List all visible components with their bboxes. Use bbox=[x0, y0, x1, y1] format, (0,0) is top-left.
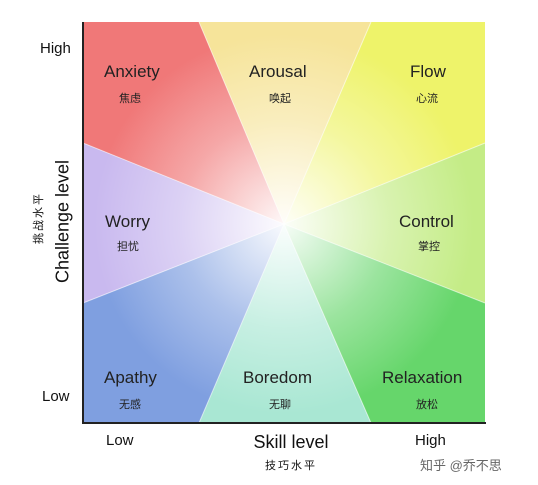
region-apathy-subtitle: 无感 bbox=[119, 399, 141, 411]
region-anxiety-subtitle: 焦虑 bbox=[119, 93, 141, 105]
y-axis-title: Challenge level bbox=[52, 159, 73, 284]
region-boredom-subtitle: 无聊 bbox=[269, 399, 291, 411]
divider-line-1 bbox=[198, 21, 285, 225]
divider-line-7 bbox=[82, 223, 285, 304]
divider-line-2 bbox=[283, 21, 372, 225]
y-axis-title-cn: 挑战水平 bbox=[33, 192, 45, 244]
divider-line-5 bbox=[283, 223, 372, 424]
region-relaxation-title: Relaxation bbox=[382, 368, 463, 387]
region-control-title: Control bbox=[399, 212, 454, 231]
y-axis-high-label: High bbox=[40, 40, 71, 57]
region-dividers bbox=[82, 21, 486, 424]
region-apathy-title: Apathy bbox=[104, 368, 157, 387]
region-arousal-subtitle: 唤起 bbox=[269, 93, 291, 105]
region-relaxation-subtitle: 放松 bbox=[416, 399, 438, 411]
x-axis-high-label: High bbox=[415, 432, 446, 449]
region-worry-title: Worry bbox=[105, 212, 151, 231]
x-axis-title-cn: 技巧水平 bbox=[265, 460, 317, 472]
y-axis-low-label: Low bbox=[42, 388, 70, 405]
divider-line-6 bbox=[198, 223, 285, 424]
divider-line-8 bbox=[82, 142, 285, 225]
region-control-subtitle: 掌控 bbox=[418, 241, 440, 253]
region-anxiety-title: Anxiety bbox=[104, 62, 160, 81]
region-flow-subtitle: 心流 bbox=[416, 93, 438, 105]
region-boredom-title: Boredom bbox=[243, 368, 312, 387]
x-axis-title: Skill level bbox=[253, 432, 329, 452]
region-arousal-title: Arousal bbox=[249, 62, 307, 81]
region-flow-title: Flow bbox=[410, 62, 446, 81]
watermark: 知乎 @乔不思 bbox=[420, 458, 502, 473]
divider-line-3 bbox=[283, 142, 486, 225]
x-axis-low-label: Low bbox=[106, 432, 134, 449]
divider-line-4 bbox=[283, 223, 486, 304]
center-glow bbox=[83, 22, 485, 422]
region-worry-subtitle: 担忧 bbox=[117, 241, 139, 253]
